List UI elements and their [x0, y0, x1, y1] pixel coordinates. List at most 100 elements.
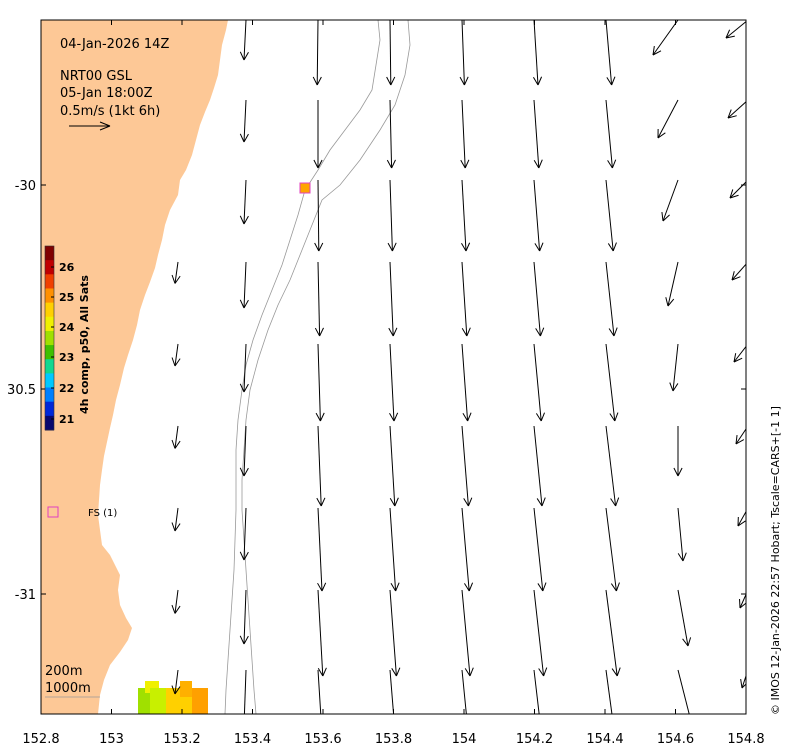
colorbar-segment [45, 274, 54, 289]
current-vector-arrow [605, 99, 617, 169]
current-vector-arrow [389, 589, 401, 677]
current-vector-arrow [314, 261, 324, 337]
current-vector-arrow [171, 261, 181, 284]
current-vector-arrow [171, 507, 181, 532]
colorbar-segment [45, 373, 54, 389]
isobath-200m [224, 20, 381, 714]
current-vector-arrow [243, 669, 247, 714]
time-label: 05-Jan 18:00Z [60, 86, 153, 101]
colorbar-tick-label: 25 [59, 291, 74, 304]
x-tick-label: 154.4 [586, 732, 623, 747]
colorbar-segment [45, 302, 54, 318]
colorbar-segment [45, 359, 54, 374]
current-vectors [171, 20, 746, 714]
current-vector-arrow [461, 343, 472, 422]
current-vector-arrow [239, 179, 249, 225]
current-vector-arrow [386, 99, 396, 169]
current-vector-arrow [317, 507, 327, 592]
current-vector-arrow [460, 99, 470, 169]
x-tick-label: 154.8 [727, 732, 764, 747]
site-marker [47, 506, 59, 518]
current-vector-arrow [239, 589, 249, 645]
current-vector-arrow [735, 428, 746, 445]
isobath-1000-label: 1000m [45, 681, 91, 696]
current-vector-arrow [461, 425, 473, 507]
current-vector-arrow [389, 425, 399, 507]
colorbar-segment [45, 387, 54, 403]
date-label: 04-Jan-2026 14Z [60, 37, 169, 52]
current-vector-arrow [239, 425, 249, 477]
current-vector-arrow [725, 20, 746, 39]
current-vector-arrow [389, 507, 400, 592]
current-vector-arrow [605, 179, 617, 252]
colorbar-tick-label: 22 [59, 382, 74, 395]
current-vector-arrow [533, 589, 548, 677]
current-vector-arrow [239, 20, 249, 61]
current-vector-arrow [677, 589, 692, 647]
station-marker [299, 182, 311, 194]
current-vector-arrow [661, 179, 679, 222]
x-tick-label: 154 [452, 732, 477, 747]
current-vector-arrow [389, 669, 395, 714]
current-vector-arrow [605, 669, 613, 714]
current-vector-arrow [533, 507, 547, 592]
current-vector-arrow [731, 263, 746, 281]
y-tick-label: 30.5 [7, 383, 36, 398]
sst-pixels [138, 681, 208, 714]
current-vector-arrow [657, 99, 679, 139]
credit-text: © IMOS 12-Jan-2026 22:57 Hobart; Tscale=… [769, 406, 782, 715]
product-label: NRT00 GSL [60, 69, 133, 84]
current-vector-arrow [315, 343, 325, 422]
current-vector-arrow [605, 589, 621, 677]
sst-colorbar: 26 25 24 23 22 21 [44, 245, 75, 431]
current-vector-arrow [533, 261, 545, 337]
colorbar-tick-label: 26 [59, 261, 75, 274]
current-vector-arrow [317, 589, 327, 677]
current-vector-arrow [239, 507, 249, 561]
current-vector-arrow [727, 101, 746, 119]
colorbar-title: 4h comp, p50, All Sats [78, 275, 91, 414]
current-vector-arrow [605, 425, 620, 507]
current-vector-arrow [312, 20, 322, 86]
colorbar-segment [45, 401, 54, 417]
isobath-1000m [241, 20, 411, 714]
x-tick-label: 153.2 [163, 732, 200, 747]
x-tick-label: 153.4 [234, 732, 271, 747]
current-vector-arrow [461, 179, 471, 252]
current-vector-arrow [665, 261, 679, 307]
x-tick-label: 153.8 [375, 732, 412, 747]
current-vector-arrow [314, 179, 324, 252]
scale-arrow [69, 121, 111, 131]
current-vector-arrow [389, 343, 399, 422]
current-vector-arrow [652, 20, 679, 56]
current-vector-arrow [740, 674, 746, 689]
current-vector-arrow [677, 669, 690, 714]
x-tick-label: 153 [99, 732, 124, 747]
current-vector-arrow [239, 343, 249, 393]
colorbar-segment [45, 246, 54, 261]
colorbar-segment [45, 260, 54, 275]
current-vector-arrow [386, 20, 396, 86]
current-vector-arrow [533, 425, 546, 507]
current-vector-arrow [171, 425, 181, 449]
land-area [41, 20, 228, 714]
y-tick-label: -31 [15, 588, 36, 603]
current-vector-arrow [461, 507, 474, 592]
current-vector-arrow [239, 261, 249, 309]
current-vector-arrow [171, 589, 181, 614]
current-vector-arrow [461, 669, 467, 714]
current-vector-arrow [388, 261, 398, 337]
current-vector-arrow [239, 99, 249, 143]
colorbar-tick-label: 23 [59, 351, 74, 364]
y-tick-label: -30 [15, 179, 36, 194]
current-vector-arrow [317, 669, 322, 714]
colorbar-frame [44, 245, 55, 431]
current-vector-arrow [673, 426, 683, 477]
current-vector-arrow [171, 343, 181, 367]
current-vector-arrow [459, 20, 469, 86]
current-vector-arrow [677, 507, 687, 562]
x-axis: 152.8 153 153.2 153.4 153.6 153.8 154 154.2 154.… [22, 20, 765, 747]
current-vector-arrow [533, 343, 545, 422]
current-vector-arrow [461, 261, 471, 337]
